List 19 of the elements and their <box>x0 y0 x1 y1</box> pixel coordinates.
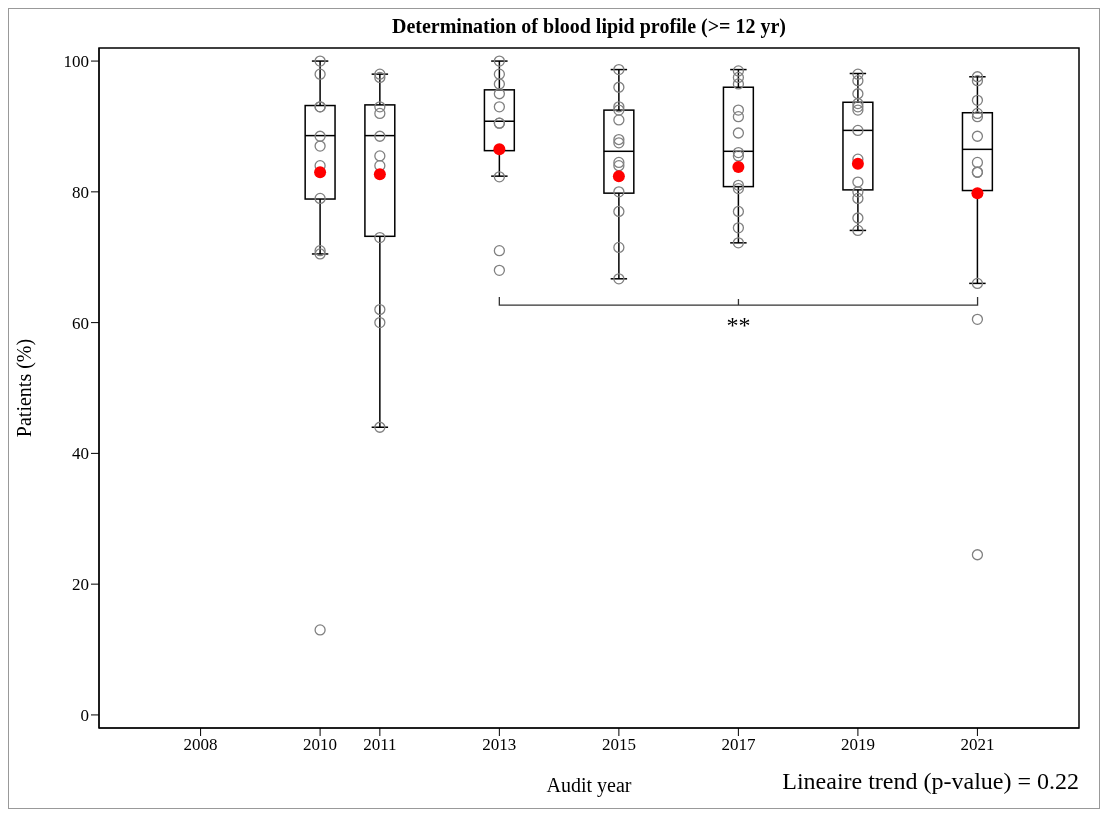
x-tick-label: 2013 <box>482 735 517 755</box>
y-axis-title: Patients (%) <box>13 338 37 438</box>
x-tick-label: 2021 <box>960 735 995 755</box>
x-tick-label: 2008 <box>183 735 218 755</box>
y-tick-label: 100 <box>63 52 89 72</box>
x-tick-label: 2011 <box>363 735 397 755</box>
y-tick-label: 20 <box>72 575 89 595</box>
y-tick-label: 40 <box>72 444 89 464</box>
annotation: ** <box>726 311 751 338</box>
x-tick-label: 2015 <box>601 735 636 755</box>
y-tick-label: 80 <box>72 182 89 202</box>
x-axis-title: Audit year <box>546 774 632 796</box>
x-tick-label: 2019 <box>840 735 875 755</box>
y-tick-label: 60 <box>72 313 89 333</box>
y-tick-label: 0 <box>80 705 89 725</box>
chart-title: Determination of blood lipid profile (>= 12 yr) <box>390 15 788 38</box>
x-tick-label: 2010 <box>303 735 338 755</box>
text: Lineaire trend (p-value) = 0.22 <box>782 768 1079 794</box>
x-tick-label: 2017 <box>721 735 756 755</box>
